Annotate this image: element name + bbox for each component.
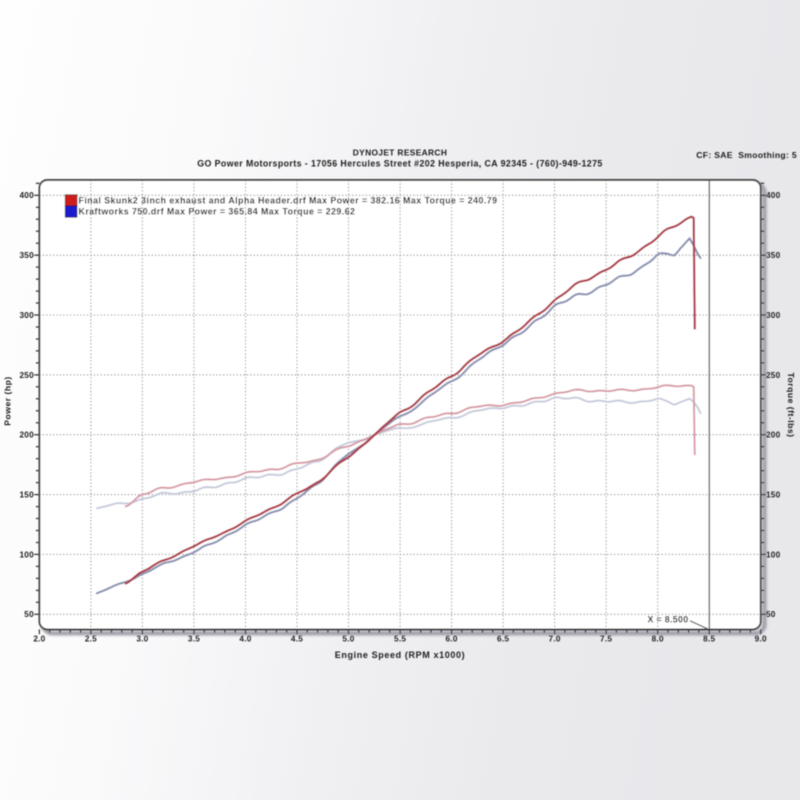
svg-text:5.0: 5.0 bbox=[342, 634, 354, 643]
svg-text:Kraftworks 750.drf Max Power =: Kraftworks 750.drf Max Power = 365.84 Ma… bbox=[79, 206, 356, 216]
svg-text:350: 350 bbox=[19, 251, 34, 260]
svg-text:150: 150 bbox=[19, 491, 34, 500]
svg-text:100: 100 bbox=[19, 550, 34, 559]
svg-text:7.5: 7.5 bbox=[600, 634, 612, 643]
svg-text:400: 400 bbox=[766, 191, 781, 200]
svg-text:8.0: 8.0 bbox=[652, 634, 664, 643]
svg-text:5.5: 5.5 bbox=[394, 634, 406, 643]
svg-text:300: 300 bbox=[766, 311, 781, 320]
svg-text:3.5: 3.5 bbox=[188, 634, 200, 643]
svg-text:50: 50 bbox=[766, 610, 776, 619]
svg-text:X = 8.500: X = 8.500 bbox=[647, 615, 688, 625]
svg-text:250: 250 bbox=[766, 371, 781, 380]
svg-text:6.0: 6.0 bbox=[446, 634, 458, 643]
svg-text:Power (hp): Power (hp) bbox=[3, 376, 13, 425]
svg-text:200: 200 bbox=[19, 431, 34, 440]
svg-text:250: 250 bbox=[19, 371, 34, 380]
svg-text:4.0: 4.0 bbox=[239, 634, 251, 643]
svg-text:2.0: 2.0 bbox=[33, 634, 45, 643]
svg-text:7.0: 7.0 bbox=[549, 634, 561, 643]
svg-text:300: 300 bbox=[19, 311, 34, 320]
svg-text:DYNOJET RESEARCH: DYNOJET RESEARCH bbox=[353, 148, 447, 158]
svg-text:3.0: 3.0 bbox=[136, 634, 148, 643]
svg-text:6.5: 6.5 bbox=[497, 634, 509, 643]
svg-text:2.5: 2.5 bbox=[85, 634, 97, 643]
svg-text:200: 200 bbox=[766, 431, 781, 440]
svg-text:4.5: 4.5 bbox=[291, 634, 303, 643]
svg-text:Final Skunk2 3inch exhaust and: Final Skunk2 3inch exhaust and Alpha Hea… bbox=[79, 195, 498, 205]
svg-text:CF: SAE Smoothing: 5: CF: SAE Smoothing: 5 bbox=[696, 150, 797, 160]
svg-text:8.5: 8.5 bbox=[703, 634, 715, 643]
svg-text:100: 100 bbox=[766, 550, 781, 559]
svg-text:50: 50 bbox=[24, 610, 34, 619]
svg-text:Torque (ft-lbs): Torque (ft-lbs) bbox=[786, 372, 796, 437]
svg-text:Engine Speed (RPM x1000): Engine Speed (RPM x1000) bbox=[335, 650, 465, 660]
svg-text:150: 150 bbox=[766, 491, 781, 500]
svg-text:400: 400 bbox=[19, 191, 34, 200]
svg-text:9.0: 9.0 bbox=[755, 634, 767, 643]
svg-text:350: 350 bbox=[766, 251, 781, 260]
svg-text:GO Power Motorsports - 17056 H: GO Power Motorsports - 17056 Hercules St… bbox=[197, 159, 603, 169]
